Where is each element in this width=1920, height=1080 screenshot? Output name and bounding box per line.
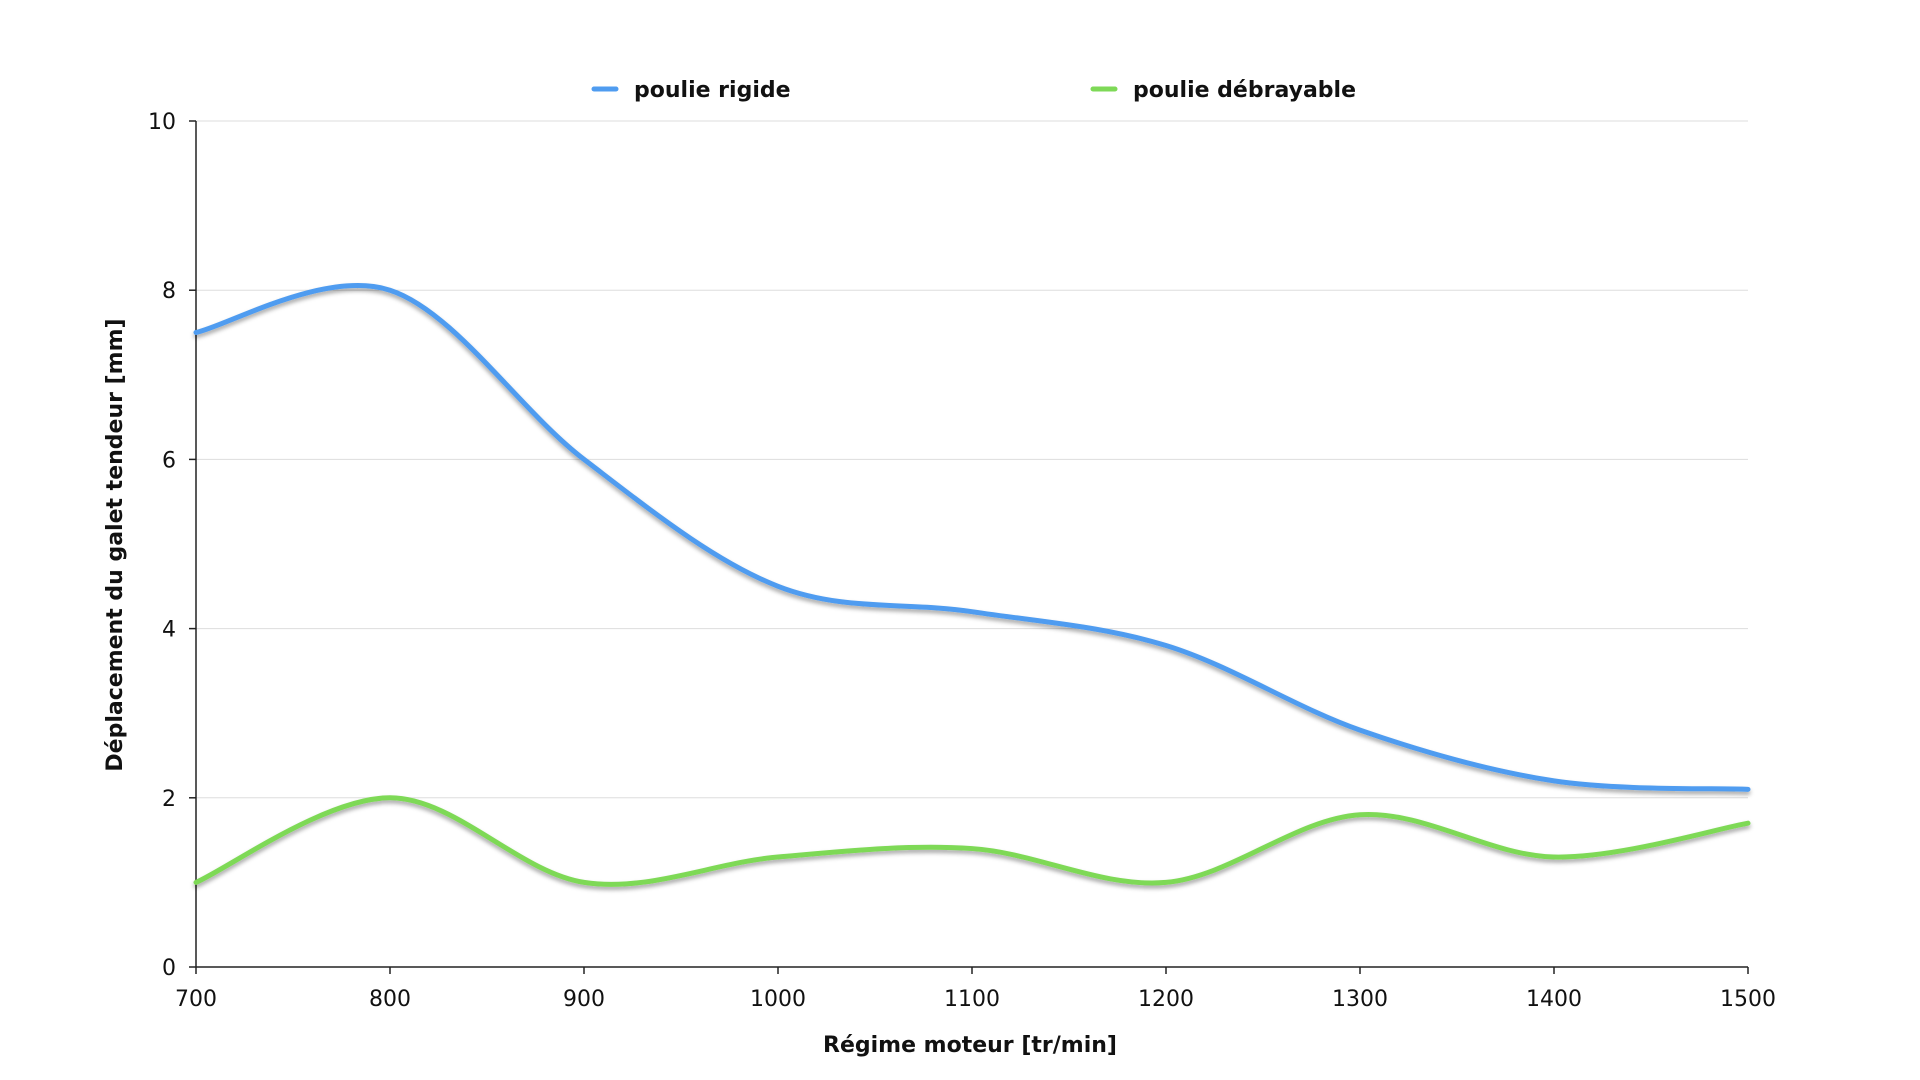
legend-label-poulie-rigide: poulie rigide [634,78,791,103]
x-tick-label: 800 [369,987,411,1012]
x-tick-label: 900 [563,987,605,1012]
x-axis-title: Régime moteur [tr/min] [823,1033,1117,1058]
legend: poulie rigide poulie débrayable [591,78,1356,103]
x-tick-label: 1500 [1720,987,1776,1012]
y-tick-label: 2 [162,787,176,812]
y-axis-title: Déplacement du galet tendeur [mm] [103,318,128,771]
x-tick-label: 1200 [1138,987,1194,1012]
x-tick-label: 1300 [1332,987,1388,1012]
series-line-poulie-débrayable [193,795,1751,887]
series-lines [193,283,1751,887]
y-tick-label: 10 [148,110,176,135]
y-tick-label: 4 [162,618,176,643]
y-axis-ticks: 0 2 4 6 8 10 [148,110,196,981]
x-tick-label: 1000 [750,987,806,1012]
y-tick-label: 0 [162,956,176,981]
x-tick-label: 1100 [944,987,1000,1012]
y-tick-label: 6 [162,448,176,473]
x-tick-label: 1400 [1526,987,1582,1012]
x-axis-ticks: 700 800 900 1000 1100 1200 1300 1400 1500 [175,967,1776,1012]
x-tick-label: 700 [175,987,217,1012]
legend-label-poulie-débrayable: poulie débrayable [1133,78,1356,103]
series-line-poulie-rigide [193,283,1751,792]
y-tick-label: 8 [162,279,176,304]
axes [195,121,1748,968]
gridlines [196,120,1748,799]
